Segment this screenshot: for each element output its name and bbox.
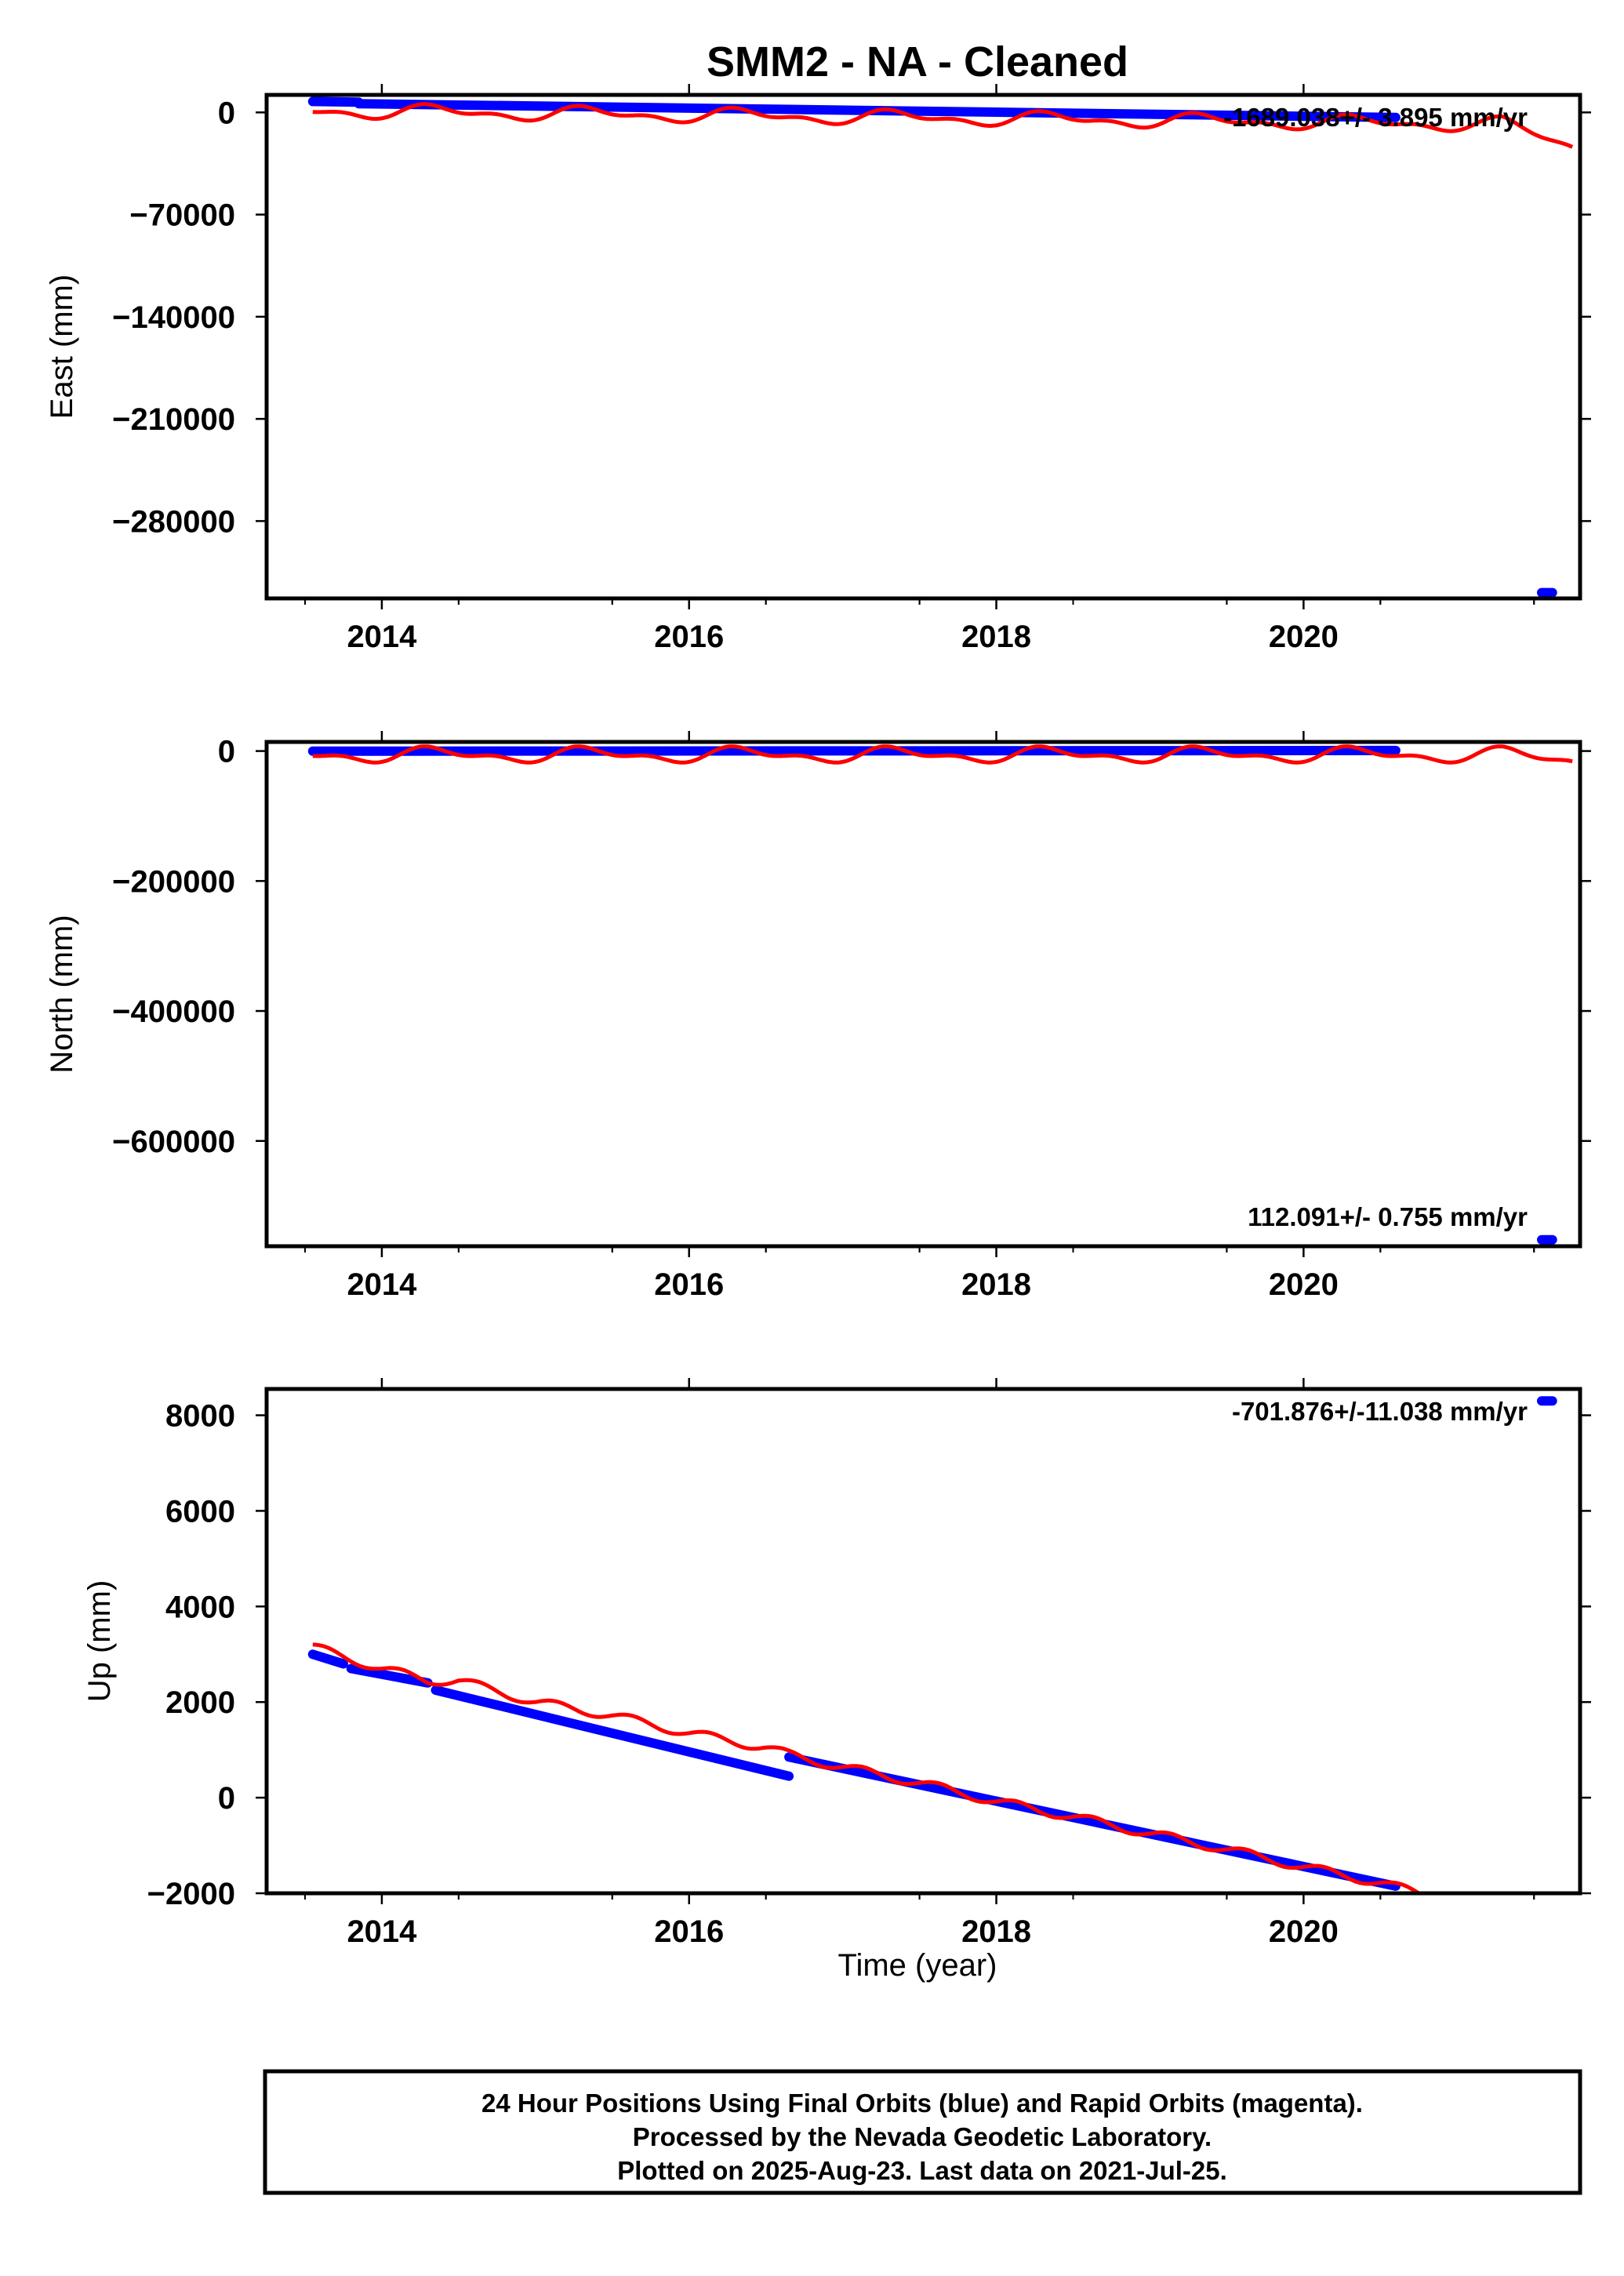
legend-note-line-3: Plotted on 2025-Aug-23. Last data on 202… bbox=[617, 2156, 1227, 2185]
up-frame bbox=[264, 1387, 1582, 1896]
north-x-tick-label: 2014 bbox=[347, 1267, 417, 1302]
north-rapid-orbit-curve bbox=[312, 744, 1573, 765]
east-frame bbox=[264, 93, 1582, 601]
east-y-tick-label: −140000 bbox=[112, 300, 235, 335]
north-y-tick-label: −200000 bbox=[112, 864, 235, 899]
east-y-tick-label: −280000 bbox=[112, 504, 235, 539]
east-y-tick-label: −210000 bbox=[112, 402, 235, 437]
east-rapid-orbit-curve bbox=[312, 102, 1574, 149]
up-rapid-orbit-curve bbox=[312, 1642, 1420, 1893]
up-y-axis-label: Up (mm) bbox=[82, 1580, 117, 1703]
up-plot-area bbox=[307, 1396, 1557, 1893]
east-final-orbit-points bbox=[307, 96, 364, 107]
north-x-tick-label: 2020 bbox=[1269, 1267, 1339, 1302]
up-y-tick-label: 4000 bbox=[165, 1590, 235, 1624]
north-frame bbox=[264, 740, 1582, 1249]
up-y-tick-label: 2000 bbox=[165, 1685, 235, 1720]
up-x-tick-label: 2016 bbox=[654, 1914, 724, 1949]
up-x-tick-label: 2014 bbox=[347, 1914, 417, 1949]
up-final-orbit-points bbox=[346, 1663, 433, 1688]
north-y-tick-label: −400000 bbox=[112, 994, 235, 1029]
east-panel: 2014 2016 2018 2020 0 −70000 −140000 −210000 −28… bbox=[45, 84, 1591, 654]
east-x-tick-label: 2016 bbox=[654, 620, 724, 654]
legend-note-line-1: 24 Hour Positions Using Final Orbits (bl… bbox=[481, 2089, 1363, 2118]
up-y-tick-label: 8000 bbox=[165, 1399, 235, 1434]
up-y-tick-label: 6000 bbox=[165, 1494, 235, 1529]
north-plot-area bbox=[307, 744, 1573, 1245]
up-x-tick-label: 2018 bbox=[961, 1914, 1031, 1949]
legend-note-box: 24 Hour Positions Using Final Orbits (bl… bbox=[263, 2069, 1582, 2195]
north-x-tick-label: 2018 bbox=[961, 1267, 1031, 1302]
east-y-tick-label: −70000 bbox=[129, 198, 235, 233]
up-rate-label: -701.876+/-11.038 mm/yr bbox=[1232, 1397, 1528, 1426]
up-y-tick-label: 0 bbox=[218, 1781, 235, 1816]
legend-note-line-2: Processed by the Nevada Geodetic Laborat… bbox=[633, 2122, 1212, 2151]
east-plot-area bbox=[307, 96, 1574, 598]
east-x-tick-label: 2020 bbox=[1269, 620, 1339, 654]
north-y-axis-label: North (mm) bbox=[45, 914, 79, 1073]
east-x-tick-label: 2014 bbox=[347, 620, 417, 654]
north-x-tick-label: 2016 bbox=[654, 1267, 724, 1302]
east-y-tick-label: 0 bbox=[218, 96, 235, 130]
north-rate-label: 112.091+/- 0.755 mm/yr bbox=[1248, 1202, 1528, 1231]
east-x-tick-label: 2018 bbox=[961, 620, 1031, 654]
up-panel: 2014 2016 2018 2020 8000 6000 4000 2000 0 −2000 Up… bbox=[82, 1378, 1591, 1949]
north-y-tick-label: 0 bbox=[218, 735, 235, 769]
x-axis-label: Time (year) bbox=[838, 1948, 997, 1983]
legend-note-frame bbox=[263, 2069, 1582, 2195]
chart-title: SMM2 - NA - Cleaned bbox=[707, 38, 1128, 85]
east-y-axis-label: East (mm) bbox=[45, 275, 79, 419]
north-y-tick-label: −600000 bbox=[112, 1125, 235, 1159]
north-panel: 2014 2016 2018 2020 0 −200000 −400000 −600000 No… bbox=[45, 731, 1591, 1302]
up-y-tick-label: −2000 bbox=[147, 1877, 235, 1911]
east-rate-label: -1689.038+/- 3.895 mm/yr bbox=[1223, 103, 1528, 132]
up-final-orbit-points bbox=[307, 1649, 348, 1669]
up-final-orbit-points bbox=[431, 1685, 794, 1781]
up-x-tick-label: 2020 bbox=[1269, 1914, 1339, 1949]
